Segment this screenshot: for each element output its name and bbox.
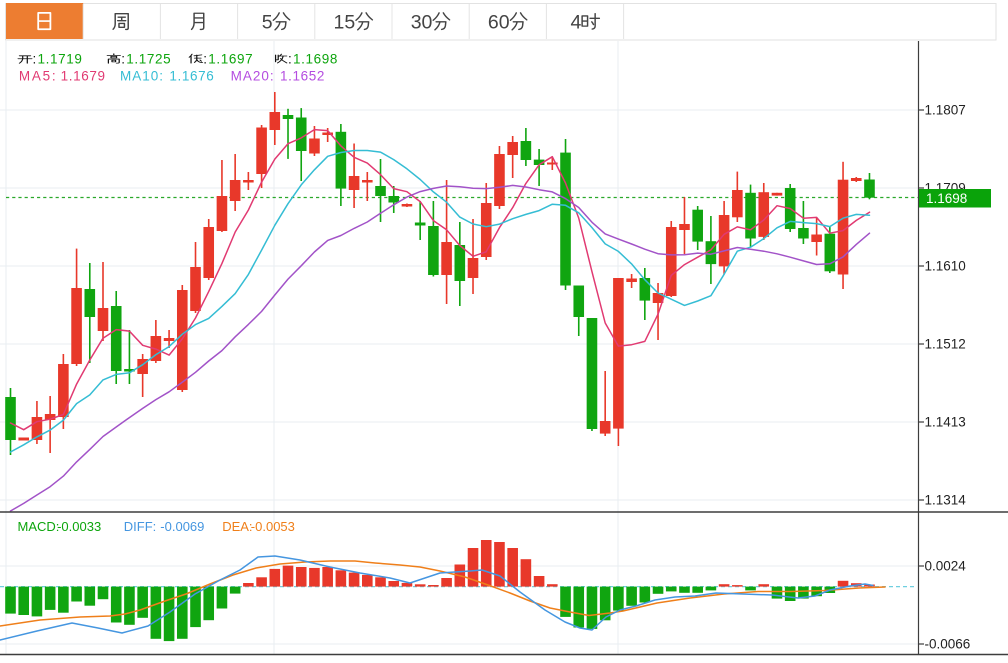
svg-text:0.0024: 0.0024 xyxy=(925,559,967,574)
svg-text:1.1698: 1.1698 xyxy=(926,191,967,206)
svg-text:-0.0053: -0.0053 xyxy=(251,519,295,534)
svg-text:1.1679: 1.1679 xyxy=(61,69,105,84)
svg-text::: : xyxy=(288,52,292,67)
svg-text:DEA:: DEA: xyxy=(222,519,252,534)
svg-text:30: 30 xyxy=(411,12,433,34)
svg-text:1.1698: 1.1698 xyxy=(293,52,337,67)
svg-text::: : xyxy=(121,52,125,67)
svg-text:4: 4 xyxy=(571,12,582,34)
svg-text::: : xyxy=(203,52,207,67)
svg-text:1.1719: 1.1719 xyxy=(38,52,82,67)
svg-text:MA5:: MA5: xyxy=(19,69,56,84)
svg-text:DIFF:: DIFF: xyxy=(124,519,157,534)
svg-text:1.1512: 1.1512 xyxy=(925,337,966,352)
svg-text:1.1413: 1.1413 xyxy=(925,415,966,430)
svg-text:MA20:: MA20: xyxy=(231,69,274,84)
svg-text:1.1725: 1.1725 xyxy=(126,52,170,67)
svg-text:5: 5 xyxy=(262,12,273,34)
svg-text:-0.0066: -0.0066 xyxy=(925,637,971,652)
svg-text:-0.0033: -0.0033 xyxy=(57,519,101,534)
svg-text:MACD:: MACD: xyxy=(18,519,60,534)
svg-text:1.1697: 1.1697 xyxy=(208,52,252,67)
svg-text:1.1610: 1.1610 xyxy=(925,259,966,274)
svg-text:1.1314: 1.1314 xyxy=(925,493,967,508)
svg-text:1.1807: 1.1807 xyxy=(925,103,966,118)
svg-text:-0.0069: -0.0069 xyxy=(160,519,204,534)
svg-text:1.1652: 1.1652 xyxy=(280,69,324,84)
svg-text:60: 60 xyxy=(488,12,510,34)
svg-text:1.1676: 1.1676 xyxy=(169,69,213,84)
svg-text::: : xyxy=(33,52,37,67)
svg-text:15: 15 xyxy=(334,12,356,34)
svg-text:MA10:: MA10: xyxy=(120,69,163,84)
